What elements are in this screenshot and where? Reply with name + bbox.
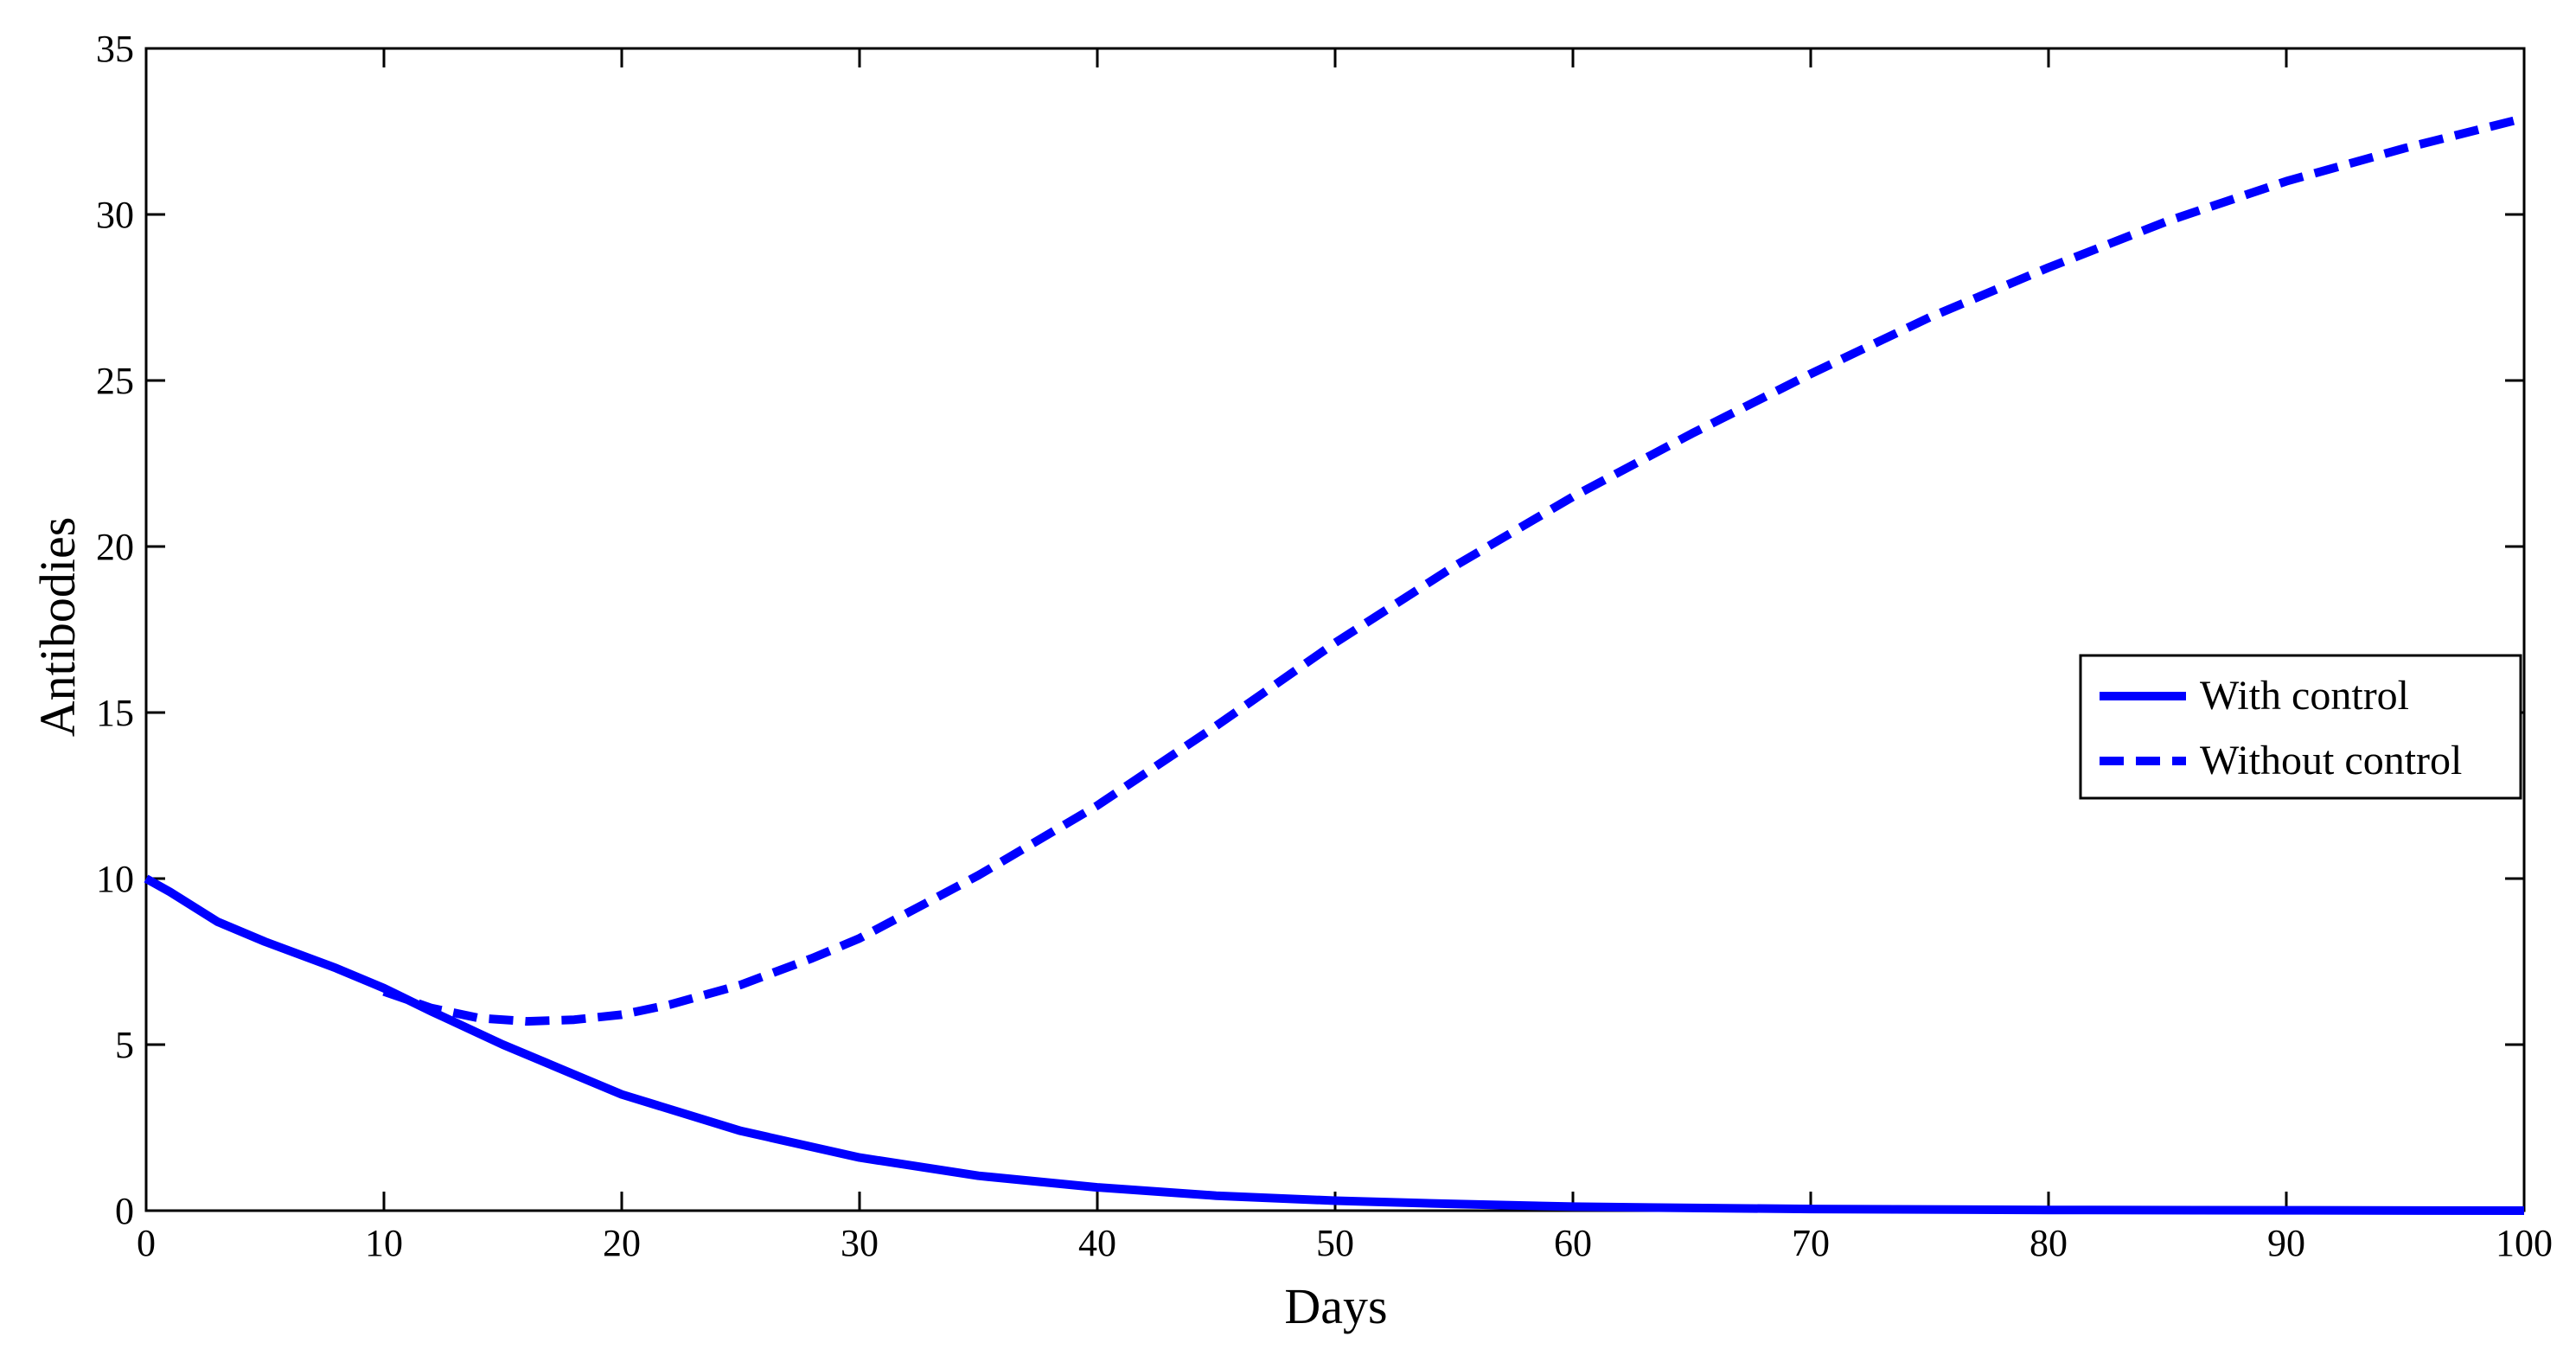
- legend-box: [2079, 654, 2522, 800]
- x-tick-label: 30: [841, 1222, 879, 1264]
- y-tick-label: 30: [96, 194, 134, 236]
- y-tick-label: 5: [115, 1024, 134, 1066]
- axis-ticks: 0 10 20 30 40 50 60 70 80 90 100 0 5 10 15 20 25 30 35: [96, 28, 2553, 1264]
- series-line-without-control: [382, 113, 2526, 1026]
- x-tick-label: 50: [1316, 1222, 1354, 1264]
- x-axis-label: Days: [1284, 1278, 1387, 1334]
- legend: With control Without control: [2079, 654, 2522, 800]
- legend-label-with-control: With control: [2200, 673, 2409, 719]
- x-tick-label: 90: [2267, 1222, 2305, 1264]
- y-axis-label: Antibodies: [29, 517, 86, 738]
- y-tick-label: 20: [96, 526, 134, 568]
- y-tick-label: 25: [96, 360, 134, 402]
- x-tick-label: 40: [1078, 1222, 1116, 1264]
- y-tick-label: 10: [96, 858, 134, 900]
- x-tick-label: 0: [137, 1222, 156, 1264]
- x-tick-label: 80: [2029, 1222, 2068, 1264]
- x-tick-label: 100: [2496, 1222, 2553, 1264]
- x-tick-label: 10: [365, 1222, 403, 1264]
- y-tick-label: 35: [96, 28, 134, 70]
- x-tick-label: 70: [1792, 1222, 1830, 1264]
- y-tick-label: 0: [115, 1190, 134, 1232]
- series-layer: [144, 113, 2526, 1215]
- series-line-with-control: [144, 874, 2525, 1215]
- x-tick-label: 60: [1554, 1222, 1592, 1264]
- x-tick-label: 20: [603, 1222, 641, 1264]
- legend-label-without-control: Without control: [2200, 738, 2462, 783]
- y-tick-label: 15: [96, 692, 134, 734]
